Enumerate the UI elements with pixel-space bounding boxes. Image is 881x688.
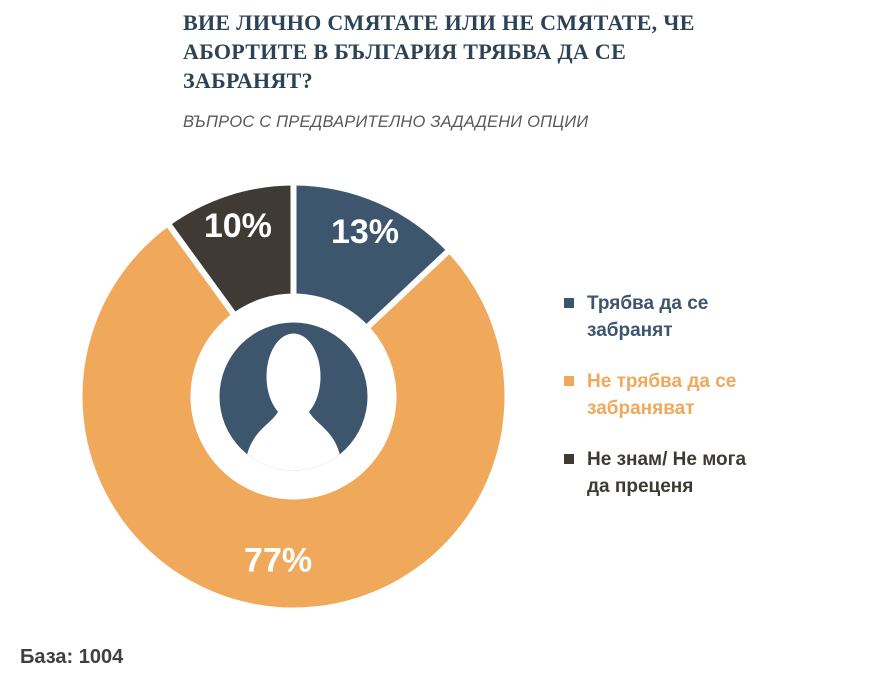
- slice-value-label: 13%: [331, 213, 399, 251]
- donut-slice-1: [82, 225, 505, 608]
- legend-item: Не знам/ Не мога да преценя: [564, 446, 814, 500]
- legend-marker: [564, 298, 574, 308]
- page-subtitle: ВЪПРОС С ПРЕДВАРИТЕЛНО ЗАДАДЕНИ ОПЦИИ: [183, 112, 589, 131]
- legend-marker: [564, 376, 574, 386]
- legend: Трябва да се забранят Не трябва да се за…: [564, 290, 814, 524]
- legend-item-label: Не трябва да се забраняват: [587, 371, 737, 419]
- slice-value-label: 10%: [204, 207, 272, 245]
- donut-chart: 13% 77% 10%: [82, 182, 505, 608]
- slice-gap: [165, 221, 238, 319]
- base-note: База: 1004: [20, 646, 124, 668]
- legend-item-label: Не знам/ Не мога да преценя: [587, 449, 747, 497]
- slice-gap: [363, 247, 452, 331]
- legend-item-label: Трябва да се забранят: [587, 293, 709, 341]
- slice-value-label: 77%: [244, 542, 312, 580]
- person-icon: [219, 322, 368, 471]
- legend-item: Трябва да се забранят: [564, 290, 814, 344]
- donut-slice-0: [293, 185, 448, 326]
- legend-marker: [564, 454, 574, 464]
- legend-item: Не трябва да се забраняват: [564, 368, 814, 422]
- donut-slice-2: [169, 185, 294, 314]
- page-title: ВИЕ ЛИЧНО СМЯТАТЕ ИЛИ НЕ СМЯТАТЕ, ЧЕ АБО…: [183, 10, 695, 93]
